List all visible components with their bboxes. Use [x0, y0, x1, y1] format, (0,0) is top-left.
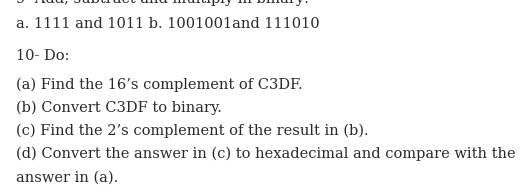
Text: (a) Find the 16’s complement of C3DF.: (a) Find the 16’s complement of C3DF.: [16, 78, 302, 92]
Text: (c) Find the 2’s complement of the result in (b).: (c) Find the 2’s complement of the resul…: [16, 124, 368, 138]
Text: (d) Convert the answer in (c) to hexadecimal and compare with the: (d) Convert the answer in (c) to hexadec…: [16, 147, 515, 161]
Text: a. 1111 and 1011 b. 1001001and 111010: a. 1111 and 1011 b. 1001001and 111010: [16, 17, 319, 31]
Text: 9- Add, subtract and multiply in binary:: 9- Add, subtract and multiply in binary:: [16, 0, 309, 6]
Text: 10- Do:: 10- Do:: [16, 49, 70, 63]
Text: (b) Convert C3DF to binary.: (b) Convert C3DF to binary.: [16, 101, 222, 115]
Text: answer in (a).: answer in (a).: [16, 170, 118, 184]
